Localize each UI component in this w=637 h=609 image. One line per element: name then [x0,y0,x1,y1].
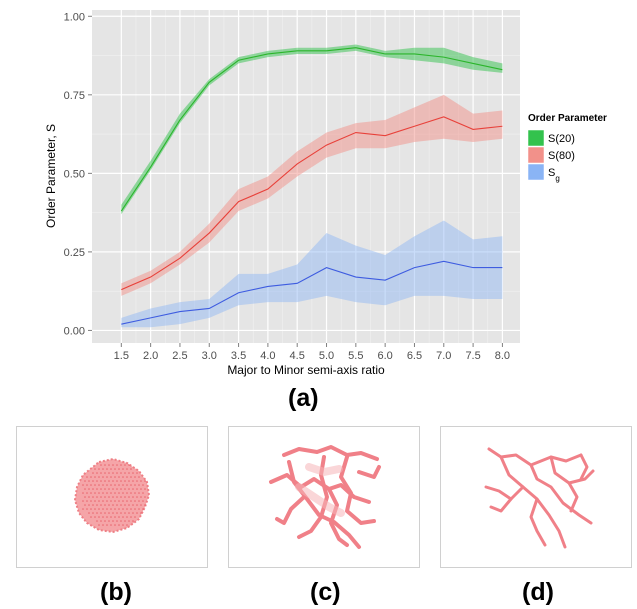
x-tick-label: 2.0 [143,350,158,362]
legend-key-2 [527,163,545,181]
x-tick-label: 3.5 [231,350,246,362]
y-tick-label: 1.00 [64,11,85,23]
y-tick-label: 0.00 [64,325,85,337]
figure-label-b: (b) [100,578,132,606]
axis-ticks: 0.00 0.25 0.50 0.75 1.00 1.5 2.0 2.5 3.0 3.5 4.0 4.… [64,11,510,362]
legend-key-1 [527,146,545,164]
series-line-0 [120,47,503,212]
x-tick-label: 1.5 [114,350,129,362]
legend-label-0: S(20) [548,133,575,145]
legend-label-2: Sg [548,167,560,183]
figure-label-c: (c) [310,578,341,606]
x-tick-label: 8.0 [495,350,510,362]
y-tick-label: 0.50 [64,168,85,180]
x-tick-label: 5.5 [348,350,363,362]
branched-cluster-image [269,445,381,549]
figure-label-d: (d) [522,578,554,606]
x-tick-label: 2.5 [172,350,187,362]
series-line-2 [121,260,503,325]
confidence-band-2 [121,220,503,328]
x-tick-label: 6.5 [407,350,422,362]
x-axis-title: Major to Minor semi-axis ratio [227,363,385,377]
legend: Order Parameter S(20) S(80) Sg [527,113,607,183]
plot-background [92,10,520,343]
series-lines [120,47,503,325]
order-parameter-chart: 0.00 0.25 0.50 0.75 1.00 1.5 2.0 2.5 3.0 3.5 4.0 4.… [44,10,607,377]
legend-title: Order Parameter [528,113,607,124]
x-tick-label: 7.5 [465,350,480,362]
sparse-cluster-image [484,447,595,549]
y-tick-label: 0.25 [64,247,85,259]
figure-label-a: (a) [288,384,319,412]
x-tick-label: 6.0 [378,350,393,362]
x-tick-label: 3.0 [202,350,217,362]
compact-cluster-image [73,457,151,534]
x-tick-label: 4.5 [290,350,305,362]
legend-key-0 [527,129,545,147]
legend-label-1: S(80) [548,150,575,162]
x-tick-label: 7.0 [436,350,451,362]
y-axis-title: Order Parameter, S [44,124,58,228]
confidence-band-1 [121,94,503,296]
y-tick-label: 0.75 [64,90,85,102]
panel-d-sparse-cluster [440,426,632,568]
series-line-1 [121,116,503,291]
x-tick-label: 4.0 [260,350,275,362]
panel-c-branched-cluster [228,426,420,568]
x-tick-label: 5.0 [319,350,334,362]
panel-b-compact-cluster [16,426,208,568]
